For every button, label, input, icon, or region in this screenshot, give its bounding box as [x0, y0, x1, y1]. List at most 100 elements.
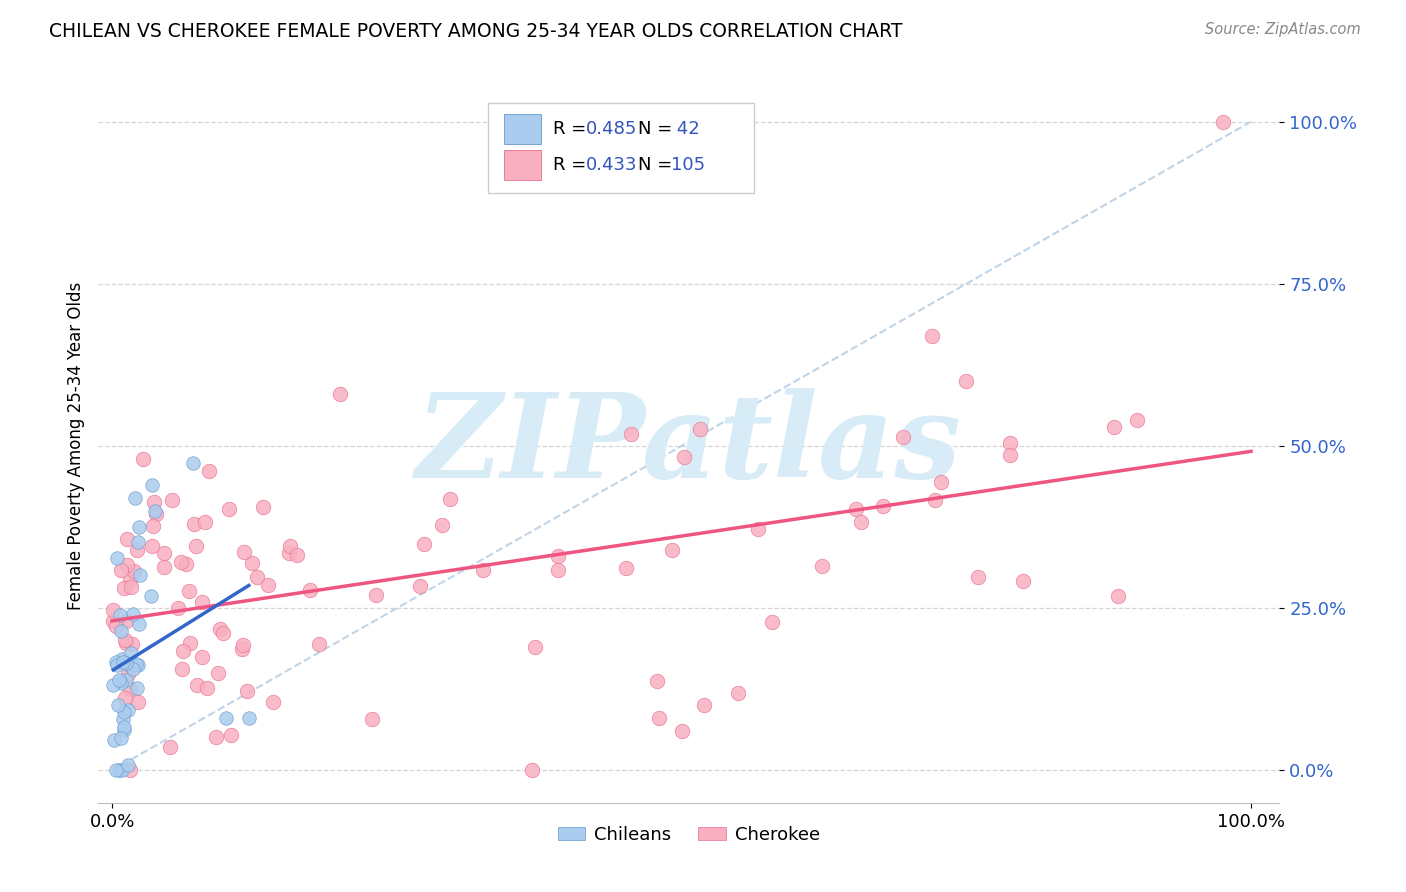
Text: N =: N =	[638, 156, 678, 174]
Point	[128, 568, 150, 582]
Point	[170, 555, 193, 569]
Point	[208, 622, 231, 636]
Point	[121, 636, 143, 650]
Point	[127, 657, 149, 672]
Point	[167, 601, 190, 615]
Point	[246, 570, 269, 584]
Point	[693, 698, 716, 713]
Point	[108, 673, 131, 688]
Text: 42: 42	[671, 120, 700, 138]
Text: Source: ZipAtlas.com: Source: ZipAtlas.com	[1205, 22, 1361, 37]
Point	[145, 504, 167, 518]
Point	[872, 499, 894, 513]
Point	[105, 655, 128, 669]
Point	[122, 564, 145, 578]
Point	[160, 492, 183, 507]
Point	[117, 657, 139, 672]
Point	[121, 607, 143, 621]
Point	[238, 711, 260, 725]
FancyBboxPatch shape	[488, 103, 754, 193]
Point	[179, 636, 201, 650]
Point	[142, 518, 165, 533]
Point	[105, 658, 128, 673]
Point	[107, 698, 129, 713]
Point	[114, 673, 136, 687]
Point	[689, 422, 711, 436]
Point	[298, 582, 321, 597]
Point	[177, 583, 200, 598]
Text: CHILEAN VS CHEROKEE FEMALE POVERTY AMONG 25-34 YEAR OLDS CORRELATION CHART: CHILEAN VS CHEROKEE FEMALE POVERTY AMONG…	[49, 22, 903, 41]
Point	[921, 328, 943, 343]
Point	[105, 550, 128, 565]
Point	[1126, 413, 1149, 427]
Point	[891, 430, 914, 444]
Point	[124, 491, 146, 505]
Point	[235, 684, 257, 698]
Point	[929, 475, 952, 490]
Point	[128, 519, 150, 533]
Point	[127, 543, 149, 558]
Point	[191, 650, 214, 665]
Point	[252, 500, 274, 515]
Point	[120, 682, 142, 697]
Point	[112, 581, 135, 595]
Point	[145, 507, 167, 521]
Point	[120, 574, 142, 588]
Point	[114, 691, 136, 706]
Text: N =: N =	[638, 120, 678, 138]
Point	[117, 702, 139, 716]
Point	[232, 639, 254, 653]
Point	[153, 546, 176, 560]
Point	[103, 602, 125, 616]
Point	[924, 492, 946, 507]
Text: R =: R =	[553, 156, 592, 174]
Point	[329, 387, 352, 401]
Point	[115, 614, 138, 628]
FancyBboxPatch shape	[503, 150, 541, 180]
Point	[159, 739, 181, 754]
Point	[103, 733, 125, 747]
Point	[112, 723, 135, 737]
Point	[125, 681, 148, 696]
Point	[110, 731, 132, 745]
Point	[132, 452, 155, 467]
Point	[645, 673, 668, 688]
Point	[117, 758, 139, 772]
Y-axis label: Female Poverty Among 25-34 Year Olds: Female Poverty Among 25-34 Year Olds	[66, 282, 84, 610]
Point	[120, 580, 142, 594]
Point	[121, 662, 143, 676]
Point	[215, 711, 238, 725]
Point	[108, 764, 131, 778]
Point	[103, 614, 125, 628]
Point	[409, 579, 432, 593]
Point	[195, 681, 218, 696]
Point	[524, 640, 547, 654]
Point	[105, 619, 128, 633]
Point	[111, 652, 134, 666]
Point	[439, 491, 461, 506]
Point	[727, 685, 749, 699]
Point	[620, 426, 643, 441]
Point	[761, 615, 783, 630]
Point	[172, 644, 194, 658]
Point	[181, 456, 204, 470]
FancyBboxPatch shape	[503, 114, 541, 145]
Point	[262, 695, 284, 709]
Point	[142, 495, 165, 509]
Point	[197, 464, 219, 478]
Point	[174, 557, 197, 571]
Point	[194, 515, 217, 529]
Point	[105, 764, 128, 778]
Point	[231, 642, 253, 657]
Point	[308, 637, 330, 651]
Text: 0.485: 0.485	[586, 120, 637, 138]
Point	[413, 536, 436, 550]
Point	[125, 657, 148, 672]
Point	[115, 636, 138, 650]
Point	[117, 558, 139, 572]
Point	[141, 478, 163, 492]
Point	[108, 608, 131, 623]
Point	[120, 646, 142, 660]
Point	[278, 547, 301, 561]
Point	[998, 436, 1021, 450]
